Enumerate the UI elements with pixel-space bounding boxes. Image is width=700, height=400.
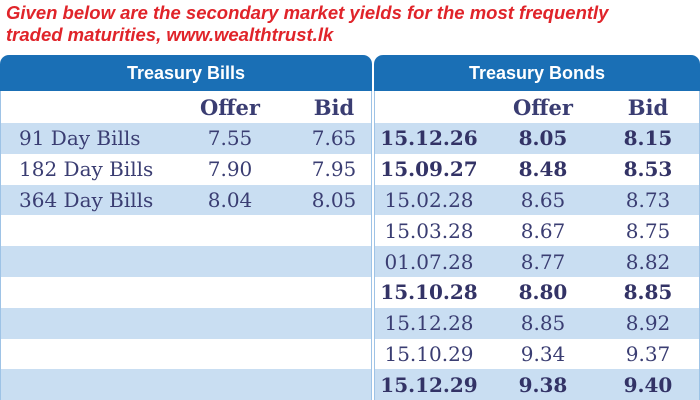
bid-yield: 8.92 xyxy=(625,311,671,336)
table-row: 01.07.28 8.77 8.82 xyxy=(375,246,699,277)
bill-name: 91 Day Bills xyxy=(19,126,141,151)
empty-row xyxy=(1,339,371,370)
treasury-bills-header: Treasury Bills xyxy=(0,55,372,91)
bid-yield: 8.85 xyxy=(623,280,673,305)
caption: Given below are the secondary market yie… xyxy=(6,2,696,46)
bid-yield: 7.65 xyxy=(311,126,357,151)
table-row: 15.12.28 8.85 8.92 xyxy=(375,307,699,339)
bid-column-header: Bid xyxy=(627,94,669,120)
empty-row xyxy=(1,369,371,400)
bond-maturity: 15.12.26 xyxy=(380,126,478,151)
treasury-bonds-panel: Treasury Bonds Offer Bid 15.12.26 8.05 8… xyxy=(374,55,700,400)
bid-yield: 8.05 xyxy=(311,187,357,212)
offer-yield: 7.55 xyxy=(207,126,253,151)
table-row: 364 Day Bills 8.04 8.05 xyxy=(1,184,371,216)
bond-maturity: 15.12.29 xyxy=(380,372,478,397)
offer-column-header: Offer xyxy=(200,94,260,120)
offer-yield: 8.04 xyxy=(207,187,253,212)
empty-row xyxy=(1,215,371,246)
table-row: 15.09.27 8.48 8.53 xyxy=(375,154,699,185)
empty-row xyxy=(1,246,371,277)
table-header-row: Offer Bid xyxy=(1,91,371,123)
bid-yield: 7.95 xyxy=(311,157,357,182)
table-row: 15.10.29 9.34 9.37 xyxy=(375,339,699,370)
bond-maturity: 15.03.28 xyxy=(384,218,474,243)
empty-row xyxy=(1,307,371,339)
bid-yield: 8.15 xyxy=(623,126,673,151)
bid-yield: 8.82 xyxy=(625,249,671,274)
offer-yield: 8.48 xyxy=(518,157,568,182)
bid-yield: 8.73 xyxy=(625,187,671,212)
bond-maturity: 15.02.28 xyxy=(384,187,474,212)
table-row: 15.10.28 8.80 8.85 xyxy=(375,277,699,308)
table-row: 91 Day Bills 7.55 7.65 xyxy=(1,123,371,154)
bill-name: 182 Day Bills xyxy=(19,157,154,182)
offer-yield: 8.85 xyxy=(520,311,566,336)
bill-name: 364 Day Bills xyxy=(19,187,154,212)
offer-column-header: Offer xyxy=(513,94,573,120)
treasury-bills-table: Offer Bid 91 Day Bills 7.55 7.65 182 Day… xyxy=(0,91,372,400)
treasury-bonds-header: Treasury Bonds xyxy=(374,55,700,91)
offer-yield: 8.65 xyxy=(520,187,566,212)
offer-yield: 8.05 xyxy=(518,126,568,151)
bid-yield: 9.40 xyxy=(623,372,673,397)
bond-maturity: 15.10.28 xyxy=(380,280,478,305)
offer-yield: 8.77 xyxy=(520,249,566,274)
bond-maturity: 15.09.27 xyxy=(380,157,478,182)
bid-yield: 8.53 xyxy=(623,157,673,182)
offer-yield: 8.80 xyxy=(518,280,568,305)
empty-row xyxy=(1,277,371,308)
offer-yield: 9.38 xyxy=(518,372,568,397)
offer-yield: 7.90 xyxy=(207,157,253,182)
bid-yield: 9.37 xyxy=(625,341,671,366)
bid-column-header: Bid xyxy=(313,94,355,120)
table-row: 15.03.28 8.67 8.75 xyxy=(375,215,699,246)
table-row: 182 Day Bills 7.90 7.95 xyxy=(1,154,371,185)
caption-line-1: Given below are the secondary market yie… xyxy=(6,2,609,23)
table-row: 15.12.26 8.05 8.15 xyxy=(375,123,699,154)
treasury-bonds-table: Offer Bid 15.12.26 8.05 8.15 15.09.27 8.… xyxy=(374,91,700,400)
bond-maturity: 15.10.29 xyxy=(384,341,474,366)
offer-yield: 9.34 xyxy=(520,341,566,366)
offer-yield: 8.67 xyxy=(520,218,566,243)
table-header-row: Offer Bid xyxy=(375,91,699,123)
bid-yield: 8.75 xyxy=(625,218,671,243)
bond-maturity: 15.12.28 xyxy=(384,311,474,336)
treasury-bills-panel: Treasury Bills Offer Bid 91 Day Bills 7.… xyxy=(0,55,372,400)
caption-line-2: traded maturities, www.wealthtrust.lk xyxy=(6,24,334,45)
bond-maturity: 01.07.28 xyxy=(384,249,474,274)
table-row: 15.12.29 9.38 9.40 xyxy=(375,369,699,400)
table-row: 15.02.28 8.65 8.73 xyxy=(375,184,699,216)
